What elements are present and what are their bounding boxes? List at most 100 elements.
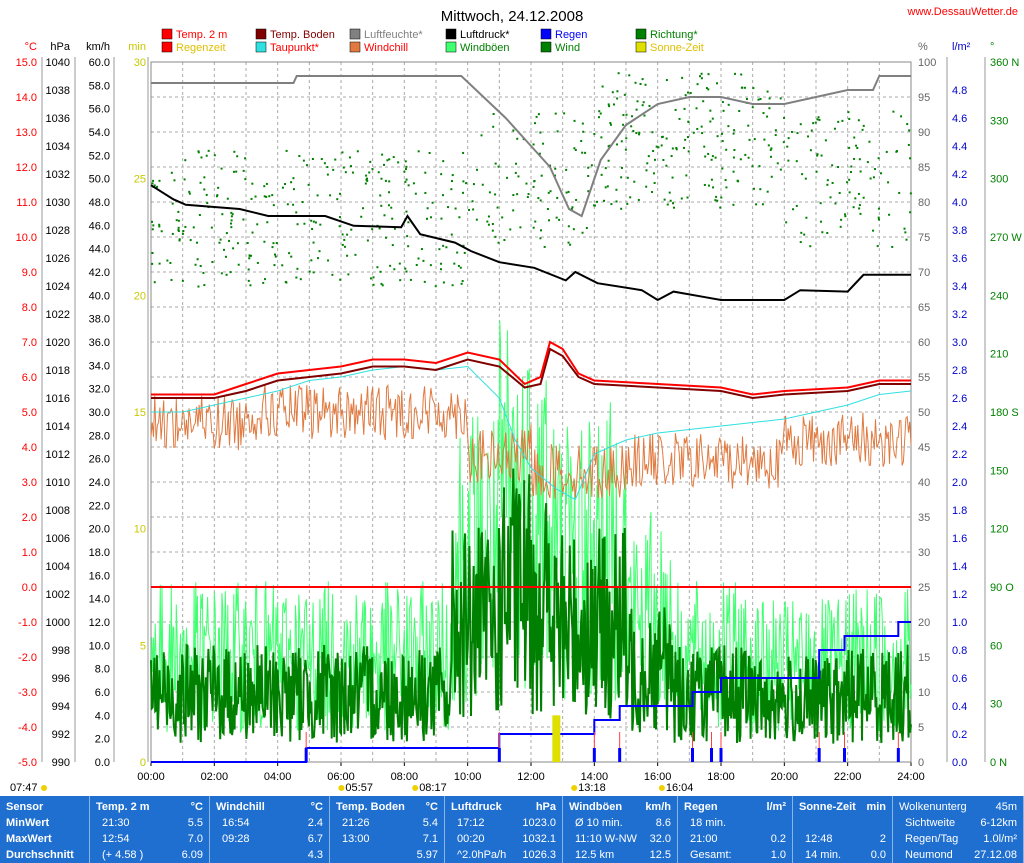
wind-direction-dot <box>170 278 173 281</box>
wind-direction-dot <box>704 155 707 158</box>
wind-direction-dot <box>262 281 265 284</box>
wind-direction-dot <box>850 165 853 168</box>
wind-direction-dot <box>265 182 268 185</box>
wind-direction-dot <box>636 100 639 103</box>
axis-tick-pressure: 1012 <box>46 449 70 461</box>
axis-tick-wind: 54.0 <box>89 127 110 139</box>
axis-tick-wind: 30.0 <box>89 407 110 419</box>
axis-tick-pressure: 1024 <box>46 281 70 293</box>
wind-direction-dot <box>368 171 371 174</box>
wind-direction-dot <box>475 218 478 221</box>
wind-direction-dot <box>856 146 859 149</box>
axis-unit-pressure: hPa <box>50 41 70 53</box>
wind-direction-dot <box>873 168 876 171</box>
wind-direction-dot <box>826 232 829 235</box>
wind-direction-dot <box>743 86 746 89</box>
wind-direction-dot <box>383 163 386 166</box>
stats-value: 5.97 <box>416 849 438 861</box>
legend-label: Regen <box>555 29 587 41</box>
wind-direction-dot <box>732 203 735 206</box>
wind-direction-dot <box>170 171 173 174</box>
wind-direction-dot <box>366 179 369 182</box>
wind-direction-dot <box>519 226 522 229</box>
wind-direction-dot <box>497 241 500 244</box>
wind-direction-dot <box>739 158 742 161</box>
axis-tick-wind: 2.0 <box>95 734 110 746</box>
wind-direction-dot <box>763 138 766 141</box>
wind-direction-dot <box>205 193 208 196</box>
wind-direction-dot <box>472 208 475 211</box>
wind-direction-dot <box>567 190 570 193</box>
axis-tick-pressure: 1010 <box>46 477 70 489</box>
site-link[interactable]: www.DessauWetter.de <box>907 6 1018 18</box>
wind-direction-dot <box>151 228 154 231</box>
axis-tick-temp: 3.0 <box>22 477 37 489</box>
x-tick-label: 08:00 <box>391 771 419 783</box>
wind-direction-dot <box>635 132 638 135</box>
wind-direction-dot <box>197 151 200 154</box>
wind-direction-dot <box>405 270 408 273</box>
wind-direction-dot <box>247 268 250 271</box>
legend-label: Windböen <box>460 42 510 54</box>
wind-direction-dot <box>683 107 686 110</box>
wind-direction-dot <box>388 180 391 183</box>
stats-label: 12.5 km <box>575 849 615 861</box>
axis-tick-humidity: 35 <box>918 512 930 524</box>
wind-direction-dot <box>638 133 641 136</box>
stats-header: Wolkenunterg <box>899 801 967 813</box>
stats-column: Wolkenunterg 45m Sichtweite 6-12km Regen/Tag… <box>893 796 1024 863</box>
weather-chart: Mittwoch, 24.12.2008 www.DessauWetter.de… <box>10 6 1022 794</box>
wind-direction-dot <box>307 183 310 186</box>
wind-direction-dot <box>783 116 786 119</box>
stats-value: 4.3 <box>307 849 323 861</box>
axis-tick-wind: 12.0 <box>89 617 110 629</box>
wind-direction-dot <box>377 171 380 174</box>
wind-direction-dot <box>272 242 275 245</box>
wind-direction-dot <box>556 196 559 199</box>
axis-tick-wind: 26.0 <box>89 454 110 466</box>
axis-tick-rain: 1.4 <box>952 561 967 573</box>
wind-direction-dot <box>861 128 864 131</box>
axis-tick-sunmin: 25 <box>134 174 146 186</box>
wind-direction-dot <box>847 111 850 114</box>
wind-direction-dot <box>203 176 206 179</box>
wind-direction-dot <box>463 251 466 254</box>
axis-tick-wind: 42.0 <box>89 267 110 279</box>
wind-direction-dot <box>699 75 702 78</box>
wind-direction-dot <box>663 198 666 201</box>
wind-direction-dot <box>380 282 383 285</box>
axis-tick-rain: 3.6 <box>952 253 967 265</box>
wind-direction-dot <box>462 191 465 194</box>
wind-direction-dot <box>217 186 220 189</box>
wind-direction-dot <box>442 160 445 163</box>
wind-direction-dot <box>903 227 906 230</box>
legend-swatch <box>635 28 647 40</box>
wind-direction-dot <box>590 164 593 167</box>
wind-direction-dot <box>272 204 275 207</box>
wind-direction-dot <box>450 233 453 236</box>
wind-direction-dot <box>230 215 233 218</box>
marker-dot <box>412 785 419 791</box>
x-tick-label: 06:00 <box>327 771 355 783</box>
stats-label: 11:10 W-NW <box>575 833 637 845</box>
axis-tick-wind: 28.0 <box>89 430 110 442</box>
wind-direction-dot <box>768 107 771 110</box>
wind-direction-dot <box>629 196 632 199</box>
wind-direction-dot <box>263 185 266 188</box>
wind-direction-dot <box>218 241 221 244</box>
wind-direction-dot <box>721 140 724 143</box>
wind-direction-dot <box>526 196 529 199</box>
wind-direction-dot <box>457 264 460 267</box>
wind-direction-dot <box>900 115 903 118</box>
wind-direction-dot <box>877 216 880 219</box>
wind-direction-dot <box>458 216 461 219</box>
wind-direction-dot <box>660 144 663 147</box>
axis-tick-wind: 34.0 <box>89 360 110 372</box>
wind-direction-dot <box>625 137 628 140</box>
wind-direction-dot <box>535 115 538 118</box>
wind-direction-dot <box>514 171 517 174</box>
wind-direction-dot <box>151 251 154 254</box>
wind-direction-dot <box>892 110 895 113</box>
wind-direction-dot <box>747 124 750 127</box>
wind-direction-dot <box>904 231 907 234</box>
